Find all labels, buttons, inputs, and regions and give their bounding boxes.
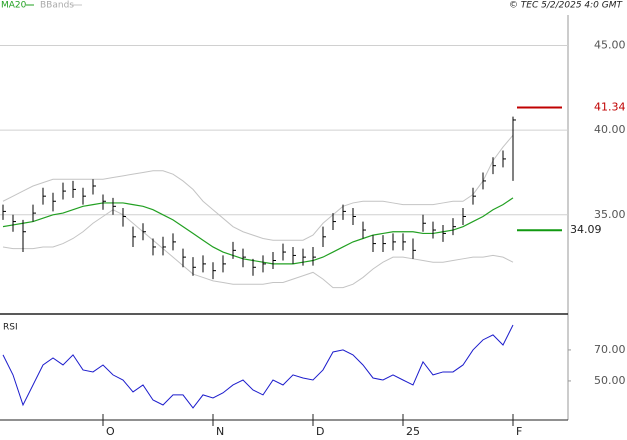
legend-label: MA20 [1,1,27,11]
price-marker-label: 41.34 [594,100,626,113]
panel-title: RSI [3,323,18,333]
bband-lower [2,209,514,289]
y-tick-label: 70.00 [594,343,626,356]
rsi-line [2,324,514,409]
y-tick-label: 40.00 [594,123,626,136]
ma20-line [2,197,514,265]
legend-label: BBands [40,1,74,11]
x-tick-label: D [316,425,324,438]
x-tick-label: F [516,425,522,438]
x-tick-label: 25 [406,425,420,438]
y-tick-label: 45.00 [594,38,626,51]
bband-upper [2,134,514,241]
y-tick-label: 50.00 [594,374,626,387]
x-tick-label: O [106,425,115,438]
credit: © TEC 5/2/2025 4:0 GMT [509,1,624,11]
price-marker-label: 34.09 [570,223,602,236]
x-tick-label: N [216,425,224,438]
y-tick-label: 35.00 [594,208,626,221]
